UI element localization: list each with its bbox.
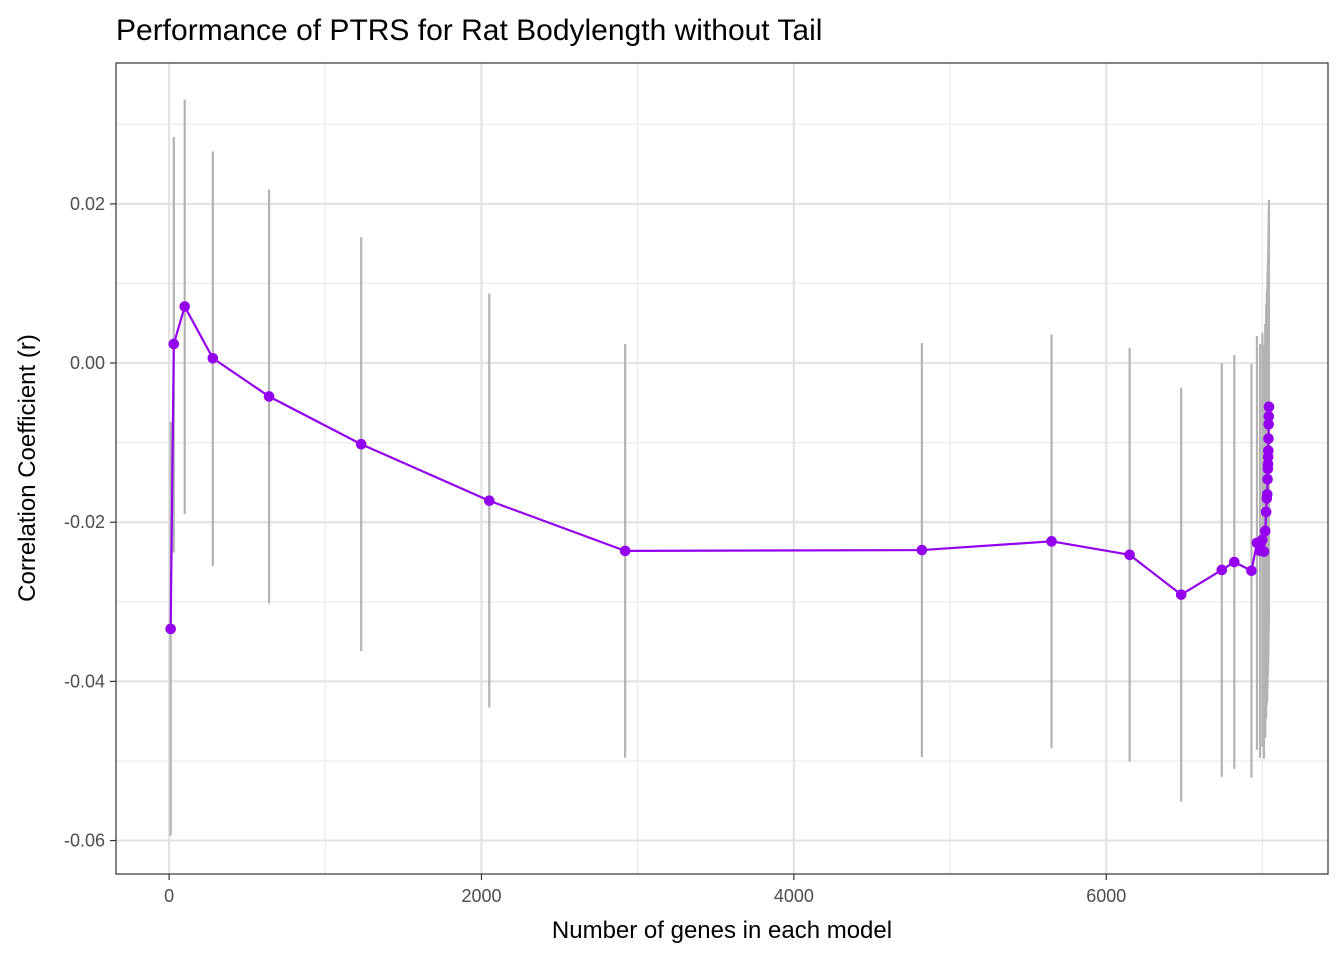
data-point [1175,589,1187,600]
data-point [263,391,275,402]
data-point [1263,433,1274,444]
data-point [1216,564,1228,576]
x-axis-title: Number of genes in each model [552,917,892,944]
data-point [1046,536,1057,547]
point-layer [165,301,1275,635]
data-point [1259,525,1271,537]
data-point [1258,546,1270,557]
data-point [1262,473,1273,485]
data-point [355,438,367,450]
x-tick-label: 6000 [1086,886,1126,906]
data-point [1246,565,1257,577]
data-point [1228,556,1240,568]
x-tick-label: 0 [164,886,174,906]
data-point [207,352,219,364]
x-tick-label: 2000 [461,886,501,906]
data-point [1124,549,1135,561]
y-tick-label: 0.02 [70,194,105,214]
data-point [483,495,495,507]
data-point [165,623,176,635]
y-axis: -0.06 -0.04 -0.02 0.00 0.02 [64,194,116,851]
y-tick-label: -0.04 [64,671,105,691]
data-point [1263,419,1274,430]
data-point [179,301,191,312]
data-point [1263,411,1275,422]
grid-layer [116,63,1328,874]
data-point [1257,534,1268,546]
plot-border [115,62,1329,875]
data-point [619,545,631,557]
data-point [1263,445,1274,456]
chart-title: Performance of PTRS for Rat Bodylength w… [116,14,822,47]
data-point [1260,506,1272,518]
plot-background [116,63,1328,874]
data-point [168,338,180,350]
data-point [1263,401,1275,413]
y-tick-label: 0.00 [70,353,105,373]
y-tick-label: -0.06 [64,831,105,851]
data-point [916,544,928,556]
y-axis-title: Correlation Coefficient (r) [14,334,41,602]
data-point [1261,489,1273,500]
x-axis: 0 2000 4000 6000 [164,874,1126,906]
y-tick-label: -0.02 [64,512,105,532]
x-tick-label: 4000 [774,886,814,906]
